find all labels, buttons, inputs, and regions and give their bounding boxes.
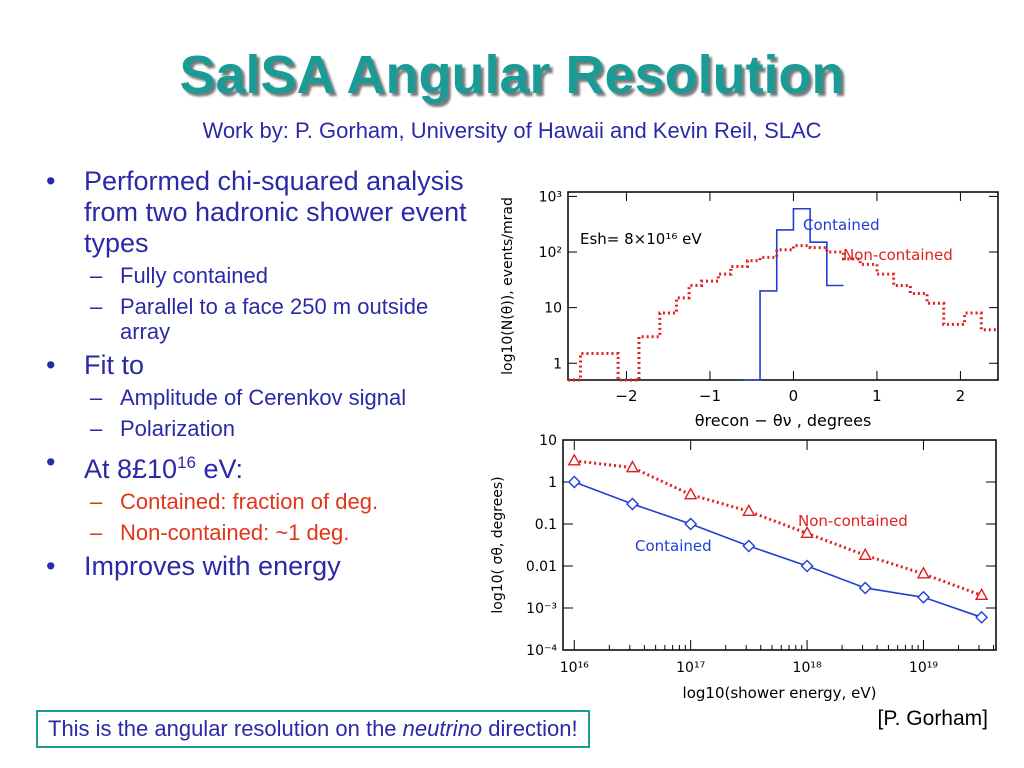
x-tick-label-top: −1 <box>699 387 721 405</box>
bullet-dot-icon: • <box>46 447 56 477</box>
x-tick-label-top: 2 <box>956 387 966 405</box>
y-axis-label-bottom: log10( σθ, degrees) <box>490 476 506 613</box>
sub-bullet-item: – Polarization <box>46 416 476 441</box>
y-tick-label-bottom: 10⁻⁴ <box>526 643 557 659</box>
histogram-series <box>568 244 998 382</box>
callout-text-after: direction! <box>482 716 578 741</box>
series-label-top: Non-contained <box>843 246 953 264</box>
diamond-marker <box>625 497 639 511</box>
x-tick-label-top: −2 <box>615 387 637 405</box>
x-axis-label-bottom: log10(shower energy, eV) <box>683 684 877 702</box>
figure-svg: −2 −1 0 1 2 1 10 10² 10³ θrecon − θν , degrees log… <box>490 189 999 702</box>
bullet-dot-icon: • <box>46 551 56 581</box>
y-tick-label-bottom: 10⁻³ <box>526 601 557 617</box>
callout-text-before: This is the angular resolution on the <box>48 716 403 741</box>
sub-bullet-item: – Parallel to a face 250 m outside array <box>46 294 476 344</box>
bullet-item: • Improves with energy <box>46 551 476 582</box>
diamond-marker <box>858 581 872 595</box>
figure-credit: [P. Gorham] <box>877 707 989 730</box>
x-axis-label-top: θrecon − θν , degrees <box>695 411 872 430</box>
energy-annotation: Esh= 8×10¹⁶ eV <box>580 230 702 248</box>
slide-subtitle: Work by: P. Gorham, University of Hawaii… <box>202 118 822 143</box>
diamond-marker <box>916 590 930 604</box>
dash-icon: – <box>90 294 103 319</box>
sub-bullet-item: – Contained: fraction of deg. <box>46 489 476 514</box>
histogram-series <box>743 207 844 381</box>
triangle-marker <box>916 566 931 579</box>
series-label-bottom: Non-contained <box>798 512 908 530</box>
sub-bullet-item: – Non-contained: ~1 deg. <box>46 520 476 545</box>
plot-frame-top <box>567 191 999 381</box>
dash-icon: – <box>90 416 103 441</box>
sub-bullet-item: – Fully contained <box>46 263 476 288</box>
figure: −2 −1 0 1 2 1 10 10² 10³ θrecon − θν , degrees log… <box>478 172 1018 702</box>
sub-bullet-text: Polarization <box>120 416 235 441</box>
triangle-marker <box>858 547 872 560</box>
dash-icon: – <box>90 385 103 410</box>
diamond-marker <box>975 610 989 624</box>
y-tick-label-top: 10² <box>539 245 562 261</box>
sub-bullet-text: Amplitude of Cerenkov signal <box>120 385 407 410</box>
triangle-marker <box>800 525 814 539</box>
sub-bullet-item: – Amplitude of Cerenkov signal <box>46 385 476 410</box>
sub-bullet-text: Fully contained <box>120 263 268 288</box>
triangle-marker <box>567 453 581 466</box>
y-tick-label-bottom: 10 <box>539 433 557 449</box>
bullet-text-post: eV: <box>196 454 244 484</box>
resolution-series-line <box>573 481 982 619</box>
y-axis-label-top: log10(N(θ)), events/mrad <box>500 197 516 375</box>
callout-emphasis: neutrino <box>402 716 483 741</box>
slide-title: SalSA Angular Resolution <box>179 45 845 105</box>
sub-bullet-text: Parallel to a face 250 m outside array <box>120 294 429 344</box>
series-label-top: Contained <box>803 216 880 234</box>
bullet-list: • Performed chi-squared analysis from two… <box>46 166 476 586</box>
x-tick-label-top: 0 <box>789 387 799 405</box>
x-tick-label-bottom: 10¹⁸ <box>793 660 822 676</box>
bullet-item: • Performed chi-squared analysis from two… <box>46 166 476 259</box>
bullet-text: Improves with energy <box>84 551 341 581</box>
diamond-marker <box>742 539 756 553</box>
x-tick-label-bottom: 10¹⁷ <box>676 660 705 676</box>
bullet-dot-icon: • <box>46 350 56 380</box>
diamond-marker <box>684 517 698 531</box>
sub-bullet-text: Non-contained: ~1 deg. <box>120 520 350 545</box>
x-tick-label-top: 1 <box>872 387 882 405</box>
bullet-dot-icon: • <box>46 166 56 196</box>
y-tick-label-top: 1 <box>553 356 562 372</box>
diamond-marker <box>800 559 814 573</box>
bullet-text: Fit to <box>84 350 145 380</box>
series-label-bottom: Contained <box>635 537 712 555</box>
x-tick-label-bottom: 10¹⁶ <box>560 660 589 676</box>
y-tick-label-bottom: 1 <box>548 475 557 491</box>
diamond-marker <box>567 475 581 489</box>
y-tick-label-top: 10³ <box>539 189 562 205</box>
plot-frame-bottom <box>562 439 997 651</box>
dash-icon: – <box>90 489 103 514</box>
bullet-item: • Fit to <box>46 350 476 381</box>
callout-box: This is the angular resolution on the ne… <box>36 710 590 748</box>
triangle-marker <box>742 503 756 517</box>
y-tick-label-bottom: 0.1 <box>535 517 557 533</box>
x-tick-label-bottom: 10¹⁹ <box>909 660 938 676</box>
triangle-marker <box>974 587 989 601</box>
sub-bullet-text: Contained: fraction of deg. <box>120 489 379 514</box>
bullet-text-sup: 16 <box>177 453 196 472</box>
bullet-text-pre: At 8£10 <box>84 454 178 484</box>
y-tick-label-top: 10 <box>544 301 562 317</box>
bullet-item: • At 8£1016 eV: <box>46 447 476 485</box>
triangle-marker <box>625 460 640 473</box>
y-tick-label-bottom: 0.01 <box>526 559 557 575</box>
triangle-marker <box>683 487 698 500</box>
bullet-text: Performed chi-squared analysis from two … <box>84 166 467 258</box>
dash-icon: – <box>90 263 103 288</box>
dash-icon: – <box>90 520 103 545</box>
